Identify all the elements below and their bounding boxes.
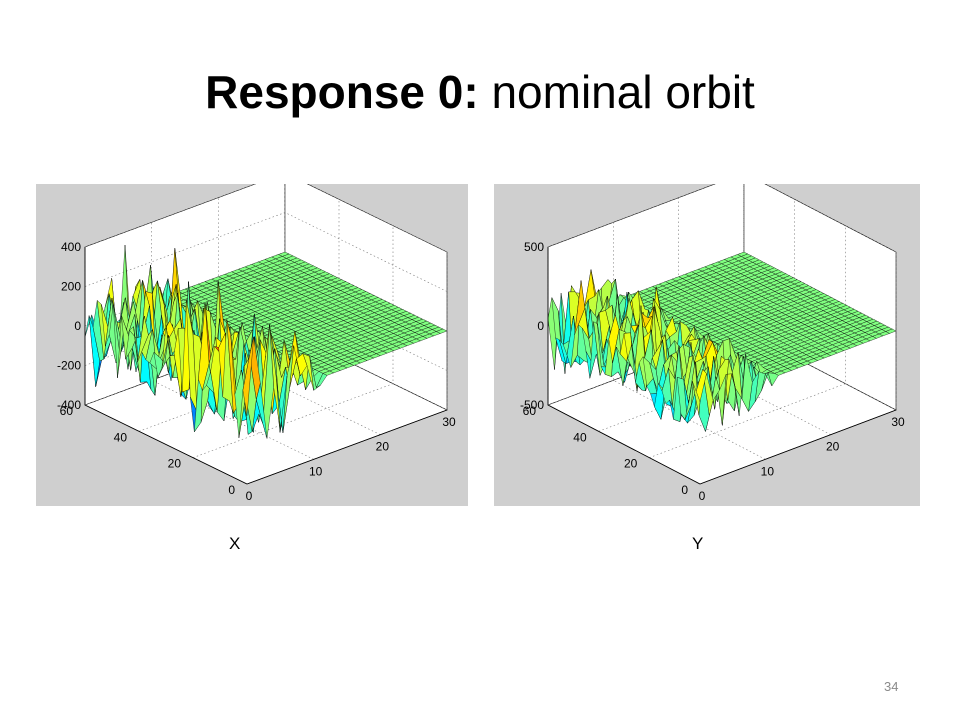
x-tick-label: 0 [246,489,253,503]
surface-mesh [547,251,897,432]
y-tick-label: 20 [624,457,638,471]
y-tick-label: 0 [681,483,688,497]
y-tick-label: 0 [228,483,235,497]
surface-mesh [84,244,448,439]
x-axis-line [246,409,448,485]
grid-line-x [743,184,897,411]
surface-plot-y: -500 0 500 0 20 40 60 0 10 20 30 [494,184,920,506]
z-tick-label: -400 [57,398,81,412]
z-tick-label: -200 [57,359,81,373]
z-tick-label: 0 [537,319,544,333]
x-axis-line [699,409,897,485]
y-tick-label: 20 [168,457,182,471]
z-tick-label: 200 [61,280,81,294]
surface-patch [242,336,254,416]
surface-plot-x-svg: -400 -200 0 200 400 0 20 40 60 0 10 20 30 [57,184,456,503]
slide-title-bold: Response 0: [205,66,479,118]
z-tick-label: 400 [61,240,81,254]
y-tick-label: 40 [114,430,128,444]
x-tick-label: 30 [442,415,456,429]
y-axis-line [84,404,248,485]
x-tick-label: 0 [699,489,706,503]
y-tick-label: 60 [523,404,537,418]
x-tick-label: 20 [826,440,840,454]
z-tick-label: -500 [520,398,544,412]
y-axis-line [547,404,701,485]
z-tick-label: 500 [524,240,544,254]
slide-title-rest: nominal orbit [491,66,755,118]
surface-plot-x: -400 -200 0 200 400 0 20 40 60 0 10 20 30 [36,184,468,506]
y-tick-label: 40 [573,430,587,444]
surface-patch [696,369,707,402]
grid-line-z [84,184,448,253]
caption-y: Y [692,534,704,553]
grid-line-x [678,197,831,435]
caption-x: X [229,534,241,553]
x-tick-label: 10 [309,464,323,478]
x-tick-label: 30 [891,415,905,429]
page-number: 34 [884,679,899,694]
grid-line-z [84,212,448,292]
grid-line-x [613,222,766,460]
x-tick-label: 20 [376,440,390,454]
x-tick-label: 10 [761,464,775,478]
slide-title: Response 0: nominal orbit [0,62,960,122]
surface-plot-y-svg: -500 0 500 0 20 40 60 0 10 20 30 [520,184,905,503]
y-tick-label: 60 [60,404,74,418]
z-tick-label: 0 [74,319,81,333]
